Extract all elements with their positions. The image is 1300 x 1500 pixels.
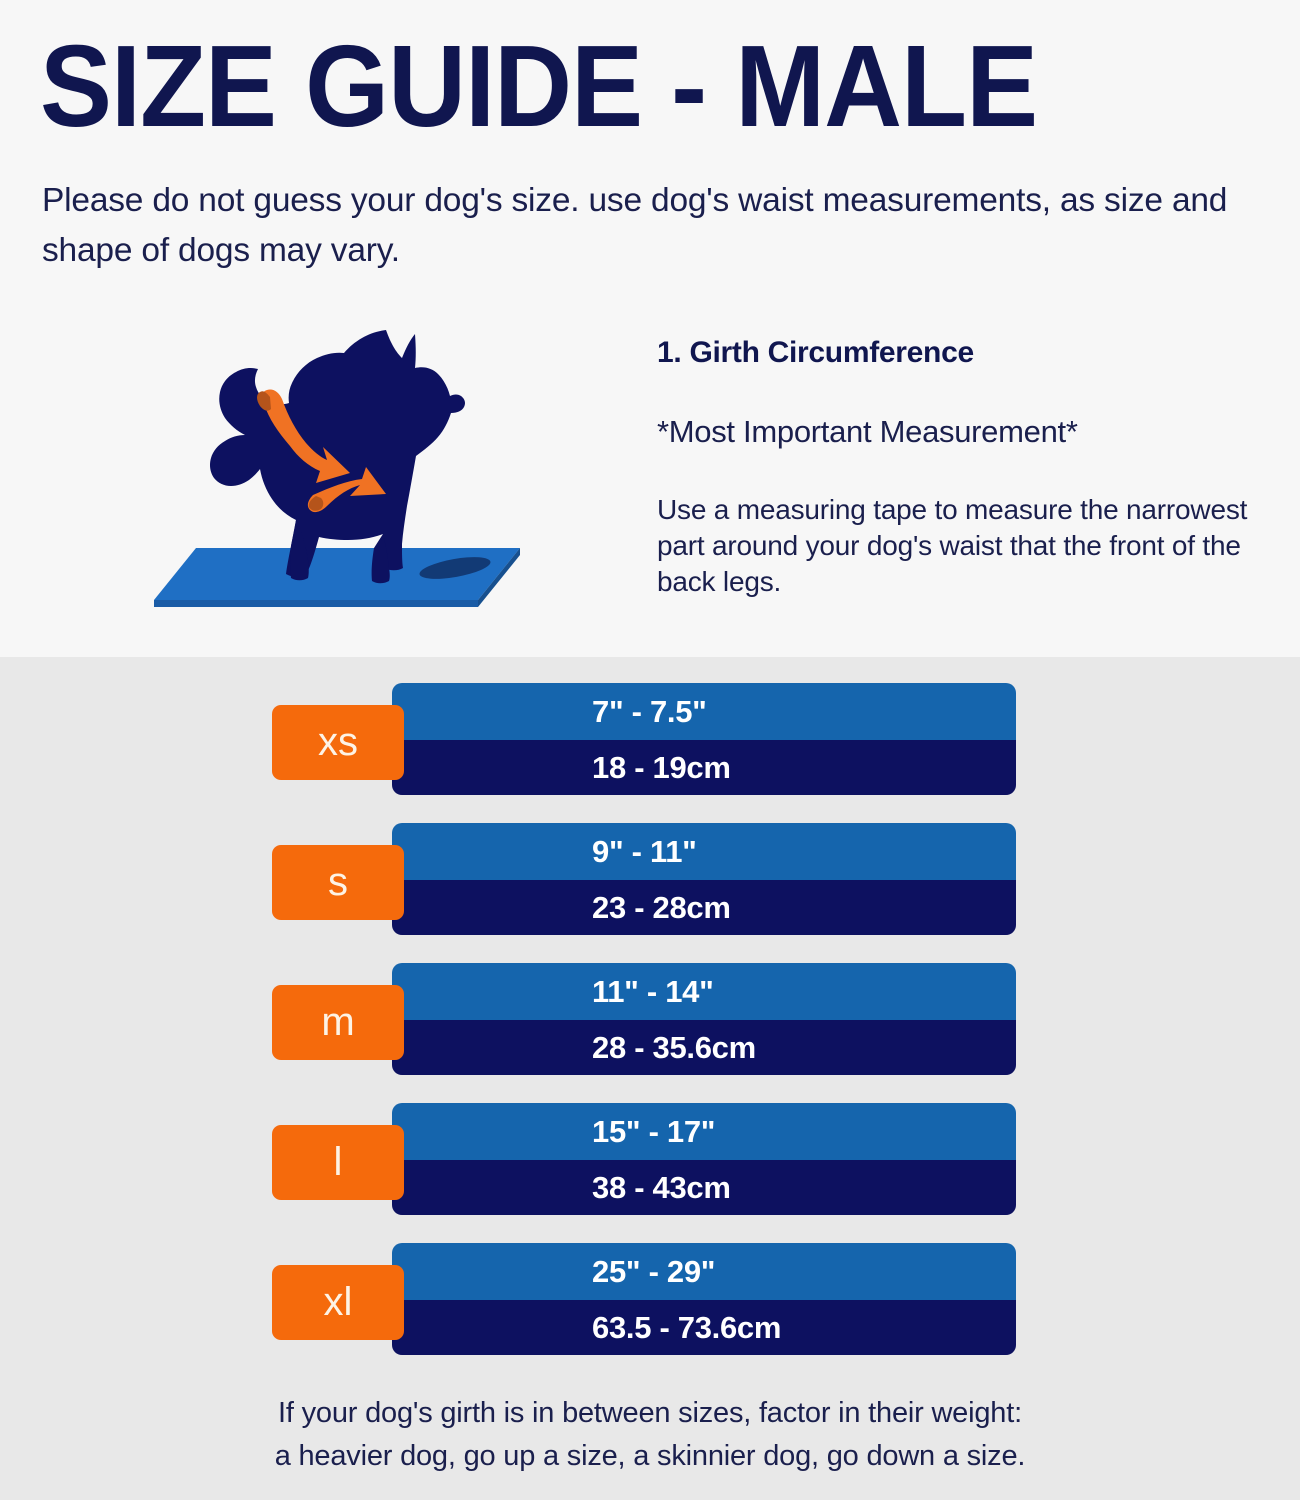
size-cm-value: 28 - 35.6cm (392, 1020, 1016, 1075)
size-bars: 15" - 17" 38 - 43cm (392, 1103, 1016, 1215)
table-row: xl 25" - 29" 63.5 - 73.6cm (0, 1217, 1300, 1357)
size-table: xs 7" - 7.5" 18 - 19cm s 9" - 11" 23 - 2… (0, 657, 1300, 1357)
instructions-body: Use a measuring tape to measure the narr… (657, 494, 1248, 597)
dog-silhouette-shape (210, 330, 465, 584)
size-cm-value: 18 - 19cm (392, 740, 1016, 795)
header-section: SIZE GUIDE - MALE Please do not guess yo… (0, 0, 1300, 657)
measurement-instructions: 1. Girth Circumference *Most Important M… (657, 336, 1257, 600)
size-bars: 25" - 29" 63.5 - 73.6cm (392, 1243, 1016, 1355)
footer-note-line-2: a heavier dog, go up a size, a skinnier … (274, 1440, 1026, 1472)
footer-note: If your dog's girth is in between sizes,… (0, 1392, 1300, 1478)
yoga-mat-shape (154, 548, 520, 607)
size-bars: 11" - 14" 28 - 35.6cm (392, 963, 1016, 1075)
size-badge-xl: xl (272, 1265, 404, 1340)
size-inches-value: 7" - 7.5" (392, 683, 1016, 740)
size-bars: 7" - 7.5" 18 - 19cm (392, 683, 1016, 795)
girth-arrow-icon (257, 389, 386, 513)
table-row: s 9" - 11" 23 - 28cm (0, 797, 1300, 937)
size-inches-value: 11" - 14" (392, 963, 1016, 1020)
table-row: l 15" - 17" 38 - 43cm (0, 1077, 1300, 1217)
size-inches-value: 25" - 29" (392, 1243, 1016, 1300)
page-subtitle: Please do not guess your dog's size. use… (42, 182, 1228, 269)
size-cm-value: 38 - 43cm (392, 1160, 1016, 1215)
size-badge-s: s (272, 845, 404, 920)
size-cm-value: 63.5 - 73.6cm (392, 1300, 1016, 1355)
footer-note-line-1: If your dog's girth is in between sizes,… (278, 1397, 1022, 1429)
instructions-subheading: *Most Important Measurement* (657, 414, 1078, 449)
size-cm-value: 23 - 28cm (392, 880, 1016, 935)
size-badge-m: m (272, 985, 404, 1060)
instructions-heading: 1. Girth Circumference (657, 336, 974, 369)
size-badge-xs: xs (272, 705, 404, 780)
page-title: SIZE GUIDE - MALE (40, 21, 1038, 151)
size-bars: 9" - 11" 23 - 28cm (392, 823, 1016, 935)
size-inches-value: 15" - 17" (392, 1103, 1016, 1160)
table-row: m 11" - 14" 28 - 35.6cm (0, 937, 1300, 1077)
table-row: xs 7" - 7.5" 18 - 19cm (0, 657, 1300, 797)
dog-girth-measurement-illustration (110, 300, 530, 630)
size-inches-value: 9" - 11" (392, 823, 1016, 880)
size-badge-l: l (272, 1125, 404, 1200)
